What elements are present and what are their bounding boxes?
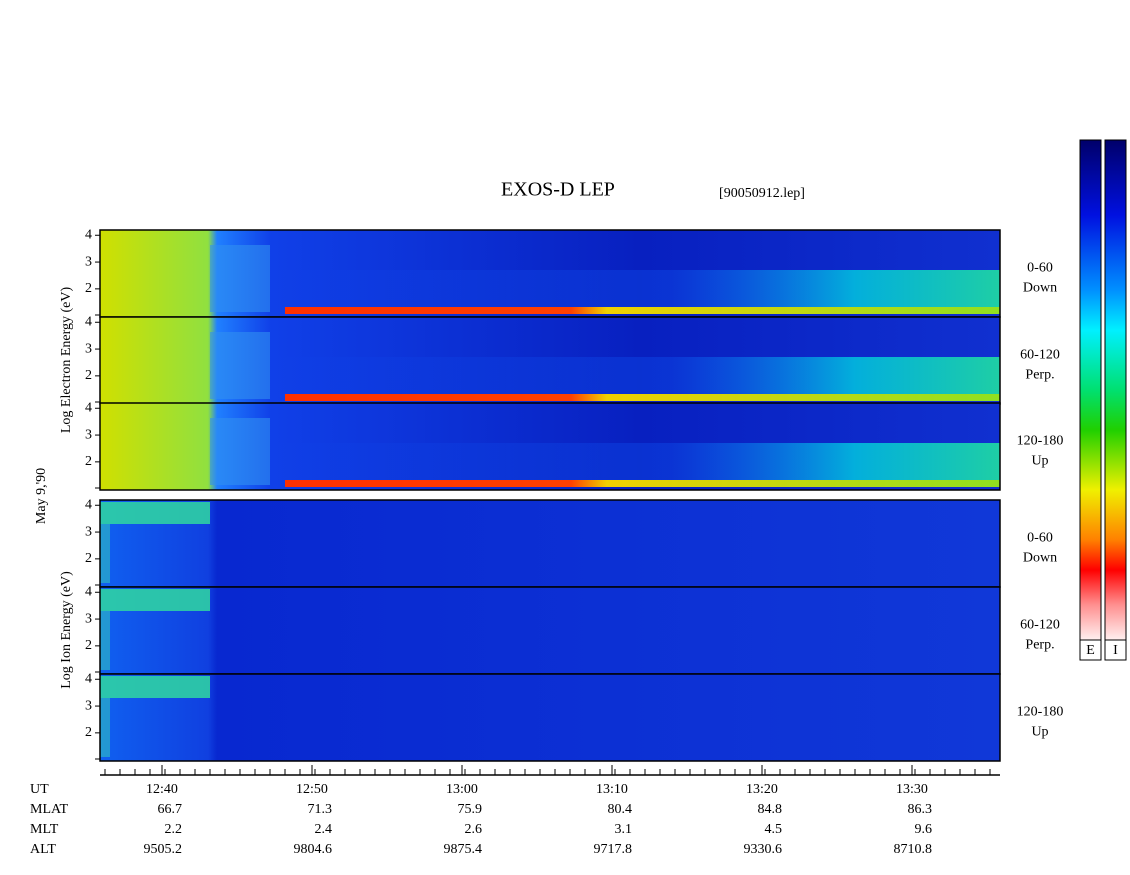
date-label: May 9,'90	[34, 468, 49, 524]
row-value: 13:00	[446, 782, 478, 797]
row-value: 8710.8	[894, 842, 933, 857]
panel-label: 0-60	[1027, 261, 1053, 276]
y-tick-label: 2	[85, 725, 92, 740]
panel-label: Up	[1031, 725, 1048, 740]
row-name: UT	[30, 782, 49, 797]
row-value: 9875.4	[444, 842, 483, 857]
y-tick-label: 4	[85, 227, 92, 242]
panel-label: Down	[1023, 551, 1057, 566]
spectrogram-stripe	[285, 307, 1000, 314]
panel-label: 120-180	[1017, 434, 1064, 449]
spectrogram-patch	[210, 418, 270, 485]
panel-label: Perp.	[1025, 638, 1054, 653]
row-value: 75.9	[458, 802, 483, 817]
row-name: ALT	[30, 842, 56, 857]
row-value: 9330.6	[744, 842, 783, 857]
row-value: 13:10	[596, 782, 628, 797]
spectrogram-band	[100, 589, 210, 611]
y-tick-label: 4	[85, 584, 92, 599]
y-tick-label: 4	[85, 671, 92, 686]
colorbar-label: I	[1113, 643, 1118, 658]
y-tick-label: 3	[85, 611, 92, 626]
row-value: 9505.2	[144, 842, 183, 857]
row-value: 71.3	[308, 802, 333, 817]
y-tick-label: 2	[85, 368, 92, 383]
colorbar-box	[1079, 639, 1102, 661]
panel-label: 0-60	[1027, 531, 1053, 546]
y-tick-label: 3	[85, 341, 92, 356]
spectrogram-patch	[210, 332, 270, 399]
spectrogram	[100, 674, 1000, 761]
row-value: 9.6	[915, 822, 933, 837]
title: EXOS-D LEP	[501, 179, 615, 201]
spectrogram-stripe	[285, 480, 1000, 487]
row-value: 84.8	[758, 802, 783, 817]
row-value: 2.2	[165, 822, 183, 837]
panel-label: Perp.	[1025, 368, 1054, 383]
y-tick-label: 2	[85, 281, 92, 296]
row-value: 2.4	[315, 822, 333, 837]
row-value: 13:30	[896, 782, 928, 797]
row-value: 3.1	[615, 822, 633, 837]
y-tick-label: 4	[85, 314, 92, 329]
spectrogram-band	[100, 502, 210, 524]
spectrogram-patch	[210, 245, 270, 312]
y-tick-label: 2	[85, 454, 92, 469]
spectrogram-band	[270, 270, 1000, 310]
panel-label: 60-120	[1020, 348, 1060, 363]
spectrogram	[100, 500, 1000, 587]
colorbar	[1079, 139, 1102, 641]
spectrogram-panels	[99, 229, 1001, 762]
y-tick-label: 3	[85, 254, 92, 269]
panel-frame	[99, 673, 1001, 762]
row-value: 80.4	[608, 802, 633, 817]
y-tick-label: 4	[85, 497, 92, 512]
row-value: 86.3	[908, 802, 933, 817]
row-value: 2.6	[465, 822, 483, 837]
row-value: 66.7	[158, 802, 183, 817]
row-value: 13:20	[746, 782, 778, 797]
colorbar-box	[1104, 639, 1127, 661]
spectrogram-band	[270, 443, 1000, 483]
spectrogram-band	[100, 611, 110, 670]
electron-axis-label: Log Electron Energy (eV)	[59, 287, 74, 434]
colorbar	[1104, 139, 1127, 641]
panel-label: Down	[1023, 281, 1057, 296]
file-name: [90050912.lep]	[719, 186, 805, 201]
row-value: 9804.6	[294, 842, 333, 857]
row-name: MLT	[30, 822, 59, 837]
y-tick-label: 2	[85, 638, 92, 653]
y-tick-label: 3	[85, 524, 92, 539]
spectrogram	[100, 587, 1000, 674]
spectrogram-band	[100, 698, 110, 757]
spectrogram-stripe	[285, 394, 1000, 401]
row-name: MLAT	[30, 802, 69, 817]
panel-label: Up	[1031, 454, 1048, 469]
panel-label: 60-120	[1020, 618, 1060, 633]
spectrogram-band	[270, 357, 1000, 397]
y-tick-label: 3	[85, 427, 92, 442]
ion-axis-label: Log Ion Energy (eV)	[59, 571, 74, 689]
y-tick-label: 2	[85, 551, 92, 566]
y-tick-label: 4	[85, 400, 92, 415]
colorbar-label: E	[1086, 643, 1095, 658]
panel-frame	[99, 402, 1001, 491]
spectrogram-band	[100, 524, 110, 583]
spectrogram-band	[100, 676, 210, 698]
row-value: 4.5	[765, 822, 783, 837]
row-value: 12:40	[146, 782, 178, 797]
panel-label: 120-180	[1017, 705, 1064, 720]
row-value: 12:50	[296, 782, 328, 797]
row-value: 9717.8	[594, 842, 633, 857]
y-tick-label: 3	[85, 698, 92, 713]
